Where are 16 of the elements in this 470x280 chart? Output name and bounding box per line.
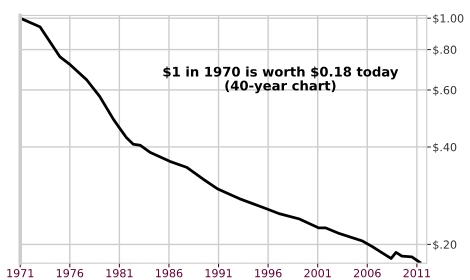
y-tick-label: $.80 xyxy=(433,45,456,56)
y-tick-label: $1.00 xyxy=(433,14,464,24)
x-tick-label: 2011 xyxy=(404,268,430,278)
x-tick-label: 1976 xyxy=(56,268,84,278)
x-tick-label: 1986 xyxy=(156,268,182,278)
annotation: $1 in 1970 is worth $0.18 today (40-year chart) xyxy=(163,66,398,94)
x-tick-label: 1991 xyxy=(206,268,232,278)
y-tick-label: $.20 xyxy=(433,240,456,250)
line-series xyxy=(20,16,422,264)
x-tick-label: 1981 xyxy=(106,268,132,278)
x-tick-label: 2001 xyxy=(304,268,331,278)
y-tick-label: $.40 xyxy=(433,142,456,153)
x-tick-label: 1971 xyxy=(7,268,34,278)
x-tick-label: 1996 xyxy=(255,268,282,278)
x-tick-label: 2006 xyxy=(354,268,381,278)
y-tick-label: $.60 xyxy=(433,86,456,96)
